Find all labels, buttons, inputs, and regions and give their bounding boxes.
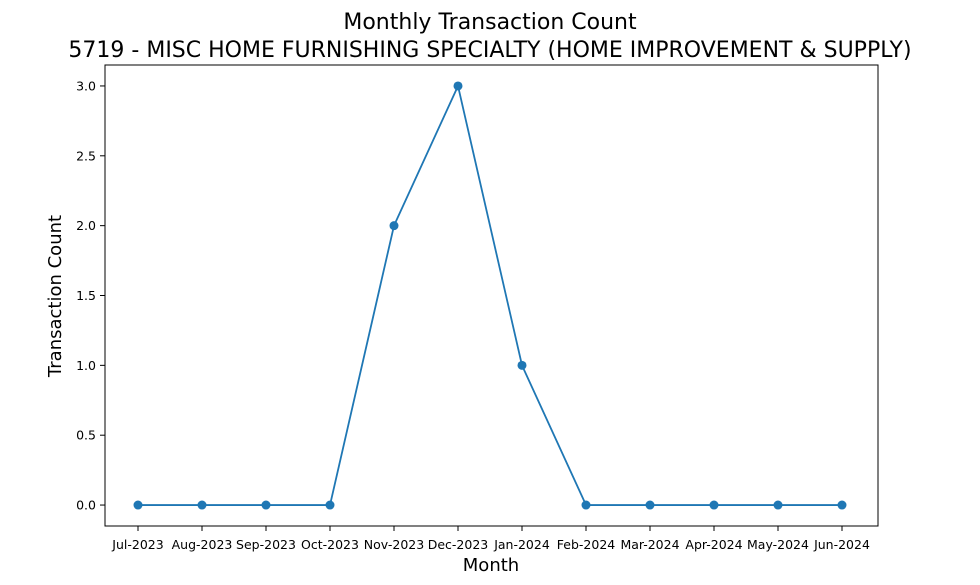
x-tick-label: Aug-2023 [172, 537, 233, 552]
y-tick-label: 0.5 [76, 428, 96, 443]
y-tick-label: 1.0 [76, 358, 96, 373]
y-axis-label: Transaction Count [45, 215, 66, 378]
data-point-nov-2023 [389, 221, 399, 231]
x-tick-label: Jun-2024 [813, 537, 870, 552]
data-point-feb-2024 [581, 500, 591, 510]
data-point-jul-2023 [133, 500, 143, 510]
data-point-oct-2023 [325, 500, 335, 510]
x-tick-label: May-2024 [747, 537, 809, 552]
x-axis-label: Month [463, 555, 519, 576]
x-tick-label: Oct-2023 [301, 537, 359, 552]
y-tick-label: 0.0 [76, 498, 96, 513]
x-tick-label: Jul-2023 [111, 537, 163, 552]
data-point-may-2024 [773, 500, 783, 510]
y-axis: 0.0 0.5 1.0 1.5 2.0 2.5 3.0 [76, 78, 105, 513]
data-point-dec-2023 [453, 81, 463, 91]
x-axis: Jul-2023 Aug-2023 Sep-2023 Oct-2023 Nov-2023… [111, 526, 870, 552]
y-tick-label: 1.5 [76, 288, 96, 303]
data-point-apr-2024 [709, 500, 719, 510]
x-tick-label: Dec-2023 [428, 537, 489, 552]
chart-title: Monthly Transaction Count [343, 10, 637, 35]
y-tick-label: 3.0 [76, 78, 96, 93]
x-tick-label: Apr-2024 [685, 537, 742, 552]
data-point-mar-2024 [645, 500, 655, 510]
series-line [138, 85, 842, 506]
x-tick-label: Jan-2024 [493, 537, 550, 552]
y-tick-label: 2.0 [76, 218, 96, 233]
x-tick-label: Nov-2023 [364, 537, 424, 552]
series-layer [133, 81, 847, 510]
x-tick-label: Mar-2024 [620, 537, 679, 552]
chart-subtitle: 5719 - MISC HOME FURNISHING SPECIALTY (H… [68, 38, 911, 63]
data-point-aug-2023 [197, 500, 207, 510]
x-tick-label: Feb-2024 [557, 537, 616, 552]
plot-area [104, 64, 879, 527]
data-point-jan-2024 [517, 360, 527, 370]
data-point-jun-2024 [837, 500, 847, 510]
x-tick-label: Sep-2023 [236, 537, 296, 552]
data-point-sep-2023 [261, 500, 271, 510]
y-tick-label: 2.5 [76, 148, 96, 163]
